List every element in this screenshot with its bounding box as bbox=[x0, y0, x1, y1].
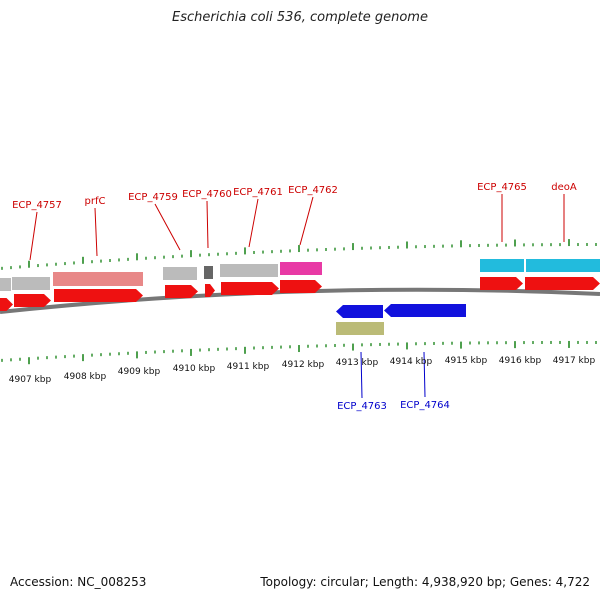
gene-block bbox=[0, 278, 11, 291]
cds-arrow bbox=[54, 289, 143, 302]
gene-label-ecp-4762[interactable]: ECP_4762 bbox=[288, 185, 338, 196]
cds-arrow bbox=[525, 277, 600, 290]
cds-arrow bbox=[165, 285, 198, 298]
leader-line bbox=[29, 211, 38, 261]
leader-line bbox=[248, 198, 259, 248]
leader-line bbox=[154, 203, 181, 251]
genome-stats-text: Topology: circular; Length: 4,938,920 bp… bbox=[260, 575, 590, 589]
lower-tick-ring bbox=[1, 340, 597, 365]
gene-block bbox=[220, 264, 278, 277]
gene-label-ecp-4760[interactable]: ECP_4760 bbox=[182, 189, 232, 200]
leader-line bbox=[299, 196, 314, 246]
axis-label-4909: 4909 kbp bbox=[118, 367, 161, 377]
upper-tick-ring bbox=[1, 239, 597, 270]
reverse-gene-labels: ECP_4763 ECP_4764 bbox=[337, 400, 450, 412]
axis-label-4914: 4914 kbp bbox=[390, 357, 433, 367]
gene-block bbox=[12, 277, 50, 290]
gene-block bbox=[53, 272, 143, 286]
cds-arrow bbox=[221, 282, 279, 295]
gene-label-ecp-4761[interactable]: ECP_4761 bbox=[233, 187, 283, 198]
gene-block bbox=[204, 266, 213, 279]
cds-arrow bbox=[336, 305, 383, 318]
gene-label-ecp-4757[interactable]: ECP_4757 bbox=[12, 200, 62, 211]
axis-label-4911: 4911 kbp bbox=[227, 362, 270, 372]
gene-label-ecp-4764[interactable]: ECP_4764 bbox=[400, 400, 450, 411]
gene-label-deoa[interactable]: deoA bbox=[551, 182, 577, 193]
cds-arrow bbox=[480, 277, 523, 290]
cds-arrow bbox=[280, 280, 322, 293]
gene-label-ecp-4763[interactable]: ECP_4763 bbox=[337, 401, 387, 412]
leader-line bbox=[94, 207, 98, 257]
gene-block bbox=[280, 262, 322, 275]
axis-label-4912: 4912 kbp bbox=[282, 360, 325, 370]
cds-arrow bbox=[205, 284, 215, 297]
axis-label-4917: 4917 kbp bbox=[553, 356, 596, 366]
axis-label-4913: 4913 kbp bbox=[336, 358, 379, 368]
gene-label-leaders bbox=[29, 194, 565, 399]
leader-line bbox=[423, 351, 426, 398]
gene-block bbox=[526, 259, 600, 272]
gene-block bbox=[336, 322, 384, 335]
axis-label-4908: 4908 kbp bbox=[64, 372, 107, 382]
axis-label-4916: 4916 kbp bbox=[499, 356, 542, 366]
gene-block bbox=[163, 267, 197, 280]
cds-arrow bbox=[384, 304, 466, 317]
axis-label-4910: 4910 kbp bbox=[173, 364, 216, 374]
gene-feature-blocks bbox=[0, 259, 600, 335]
gene-label-ecp-4765[interactable]: ECP_4765 bbox=[477, 182, 527, 193]
accession-text: Accession: NC_008253 bbox=[10, 575, 147, 589]
leader-line bbox=[360, 351, 363, 399]
cds-arrow bbox=[14, 294, 51, 307]
cds-arrow bbox=[0, 298, 13, 311]
axis-label-4907: 4907 kbp bbox=[9, 375, 52, 385]
kbp-axis-labels: 4907 kbp 4908 kbp 4909 kbp 4910 kbp 4911… bbox=[9, 356, 596, 385]
forward-gene-labels: ECP_4757 prfC ECP_4759 ECP_4760 ECP_4761… bbox=[12, 182, 577, 211]
cds-arrows bbox=[0, 277, 600, 318]
axis-label-4915: 4915 kbp bbox=[445, 356, 488, 366]
genome-title: Escherichia coli 536, complete genome bbox=[172, 10, 428, 25]
gene-block bbox=[480, 259, 524, 272]
leader-line bbox=[206, 200, 209, 249]
gene-label-prfc[interactable]: prfC bbox=[85, 196, 106, 207]
gene-label-ecp-4759[interactable]: ECP_4759 bbox=[128, 192, 178, 203]
